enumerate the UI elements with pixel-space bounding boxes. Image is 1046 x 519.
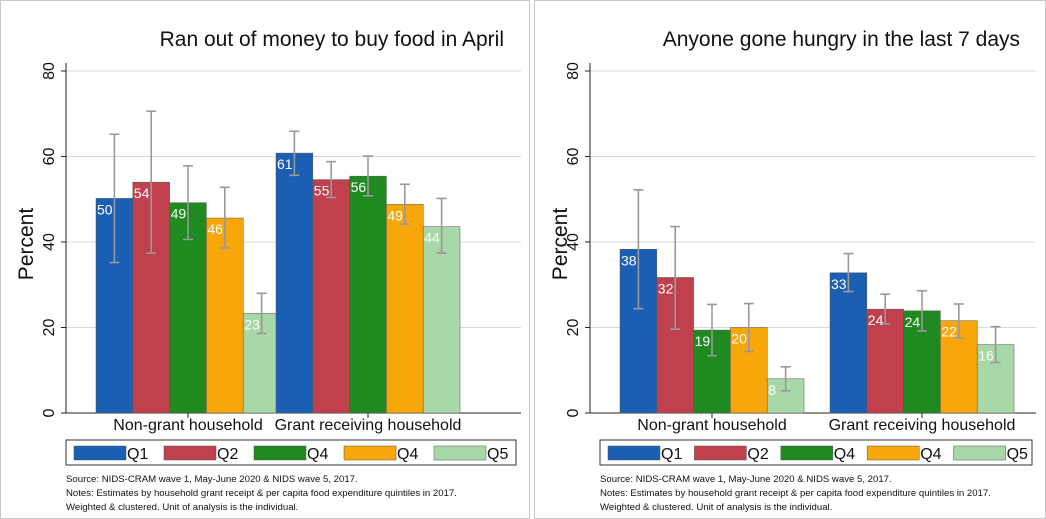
bar-q1-2 [829, 272, 868, 414]
y-tick-label: 20 [565, 319, 582, 337]
legend-label-2: Q2 [747, 446, 768, 463]
legend-label-4: Q4 [920, 446, 941, 463]
chart-note: Weighted & clustered. Unit of analysis i… [600, 502, 832, 513]
data-label: 23 [244, 316, 260, 332]
data-label: 22 [941, 324, 957, 340]
bar-q1-2 [275, 152, 314, 414]
legend-swatch-2 [163, 445, 217, 461]
y-tick-label: 80 [41, 62, 58, 80]
data-label: 33 [831, 276, 847, 292]
data-label: 61 [277, 156, 293, 172]
legend-swatch-3 [780, 445, 834, 461]
legend-label-5: Q5 [487, 446, 508, 463]
data-label: 49 [171, 206, 187, 222]
chart-note: Notes: Estimates by household grant rece… [66, 488, 457, 499]
legend-swatch-1 [73, 445, 127, 461]
data-label: 32 [658, 280, 674, 296]
legend-swatch-5 [953, 445, 1006, 461]
y-tick-label: 0 [41, 408, 58, 417]
x-tick-label: Non-grant household [113, 417, 262, 434]
chart-title: Ran out of money to buy food in April [160, 28, 504, 51]
data-label: 54 [134, 185, 150, 201]
bar-q2-2 [312, 179, 350, 414]
x-tick-label: Grant receiving household [829, 417, 1016, 434]
chart-panel-1: Ran out of money to buy food in April 0 20… [0, 0, 530, 519]
data-label: 24 [868, 312, 884, 328]
y-tick-label: 60 [41, 148, 58, 166]
data-label: 46 [207, 221, 223, 237]
y-tick-label: 20 [41, 319, 58, 337]
data-label: 38 [621, 252, 637, 268]
legend-swatch-5 [433, 445, 487, 461]
y-tick-label: 0 [565, 408, 582, 417]
data-label: 49 [387, 207, 403, 223]
y-axis-label: Percent [15, 208, 38, 281]
data-label: 19 [695, 333, 711, 349]
bar-q4-2 [349, 175, 387, 414]
y-axis-label: Percent [549, 208, 572, 281]
chart-note: Source: NIDS-CRAM wave 1, May-June 2020 … [66, 474, 358, 485]
y-tick-label: 40 [565, 233, 582, 251]
data-label: 56 [351, 179, 367, 195]
chart-note: Source: NIDS-CRAM wave 1, May-June 2020 … [600, 474, 892, 485]
legend-swatch-4 [343, 445, 397, 461]
legend-label-2: Q2 [217, 446, 238, 463]
data-label: 16 [978, 348, 994, 364]
legend-swatch-4 [866, 445, 920, 461]
data-label: 55 [314, 183, 330, 199]
legend: Q1 Q2 Q4 Q4 Q5 [65, 439, 517, 466]
data-label: 44 [424, 230, 440, 246]
data-label: 8 [768, 382, 776, 398]
data-label: 20 [731, 331, 747, 347]
x-tick-label: Grant receiving household [275, 417, 462, 434]
legend-swatch-1 [607, 445, 661, 461]
legend: Q1 Q2 Q4 Q4 Q5 [599, 439, 1033, 466]
x-tick-label: Non-grant household [637, 417, 786, 434]
chart-title: Anyone gone hungry in the last 7 days [663, 28, 1020, 51]
chart-note: Notes: Estimates by household grant rece… [600, 488, 991, 499]
data-label: 24 [905, 314, 921, 330]
legend-swatch-2 [694, 445, 747, 461]
bar-q5-2 [422, 226, 461, 414]
legend-label-5: Q5 [1007, 446, 1028, 463]
chart-panel-2: Anyone gone hungry in the last 7 days 0 20… [534, 0, 1046, 519]
legend-swatch-3 [253, 445, 307, 461]
legend-label-1: Q1 [661, 446, 682, 463]
bar-q2-2 [866, 308, 904, 414]
y-tick-label: 80 [565, 62, 582, 80]
bar-q1-1 [619, 249, 658, 414]
bar-q4-2 [386, 204, 424, 414]
legend-label-4: Q4 [397, 446, 418, 463]
legend-label-3: Q4 [834, 446, 855, 463]
chart-note: Weighted & clustered. Unit of analysis i… [66, 502, 298, 513]
y-tick-label: 60 [565, 148, 582, 166]
y-tick-label: 40 [41, 233, 58, 251]
data-label: 50 [97, 201, 113, 217]
legend-label-3: Q4 [307, 446, 328, 463]
legend-label-1: Q1 [127, 446, 148, 463]
